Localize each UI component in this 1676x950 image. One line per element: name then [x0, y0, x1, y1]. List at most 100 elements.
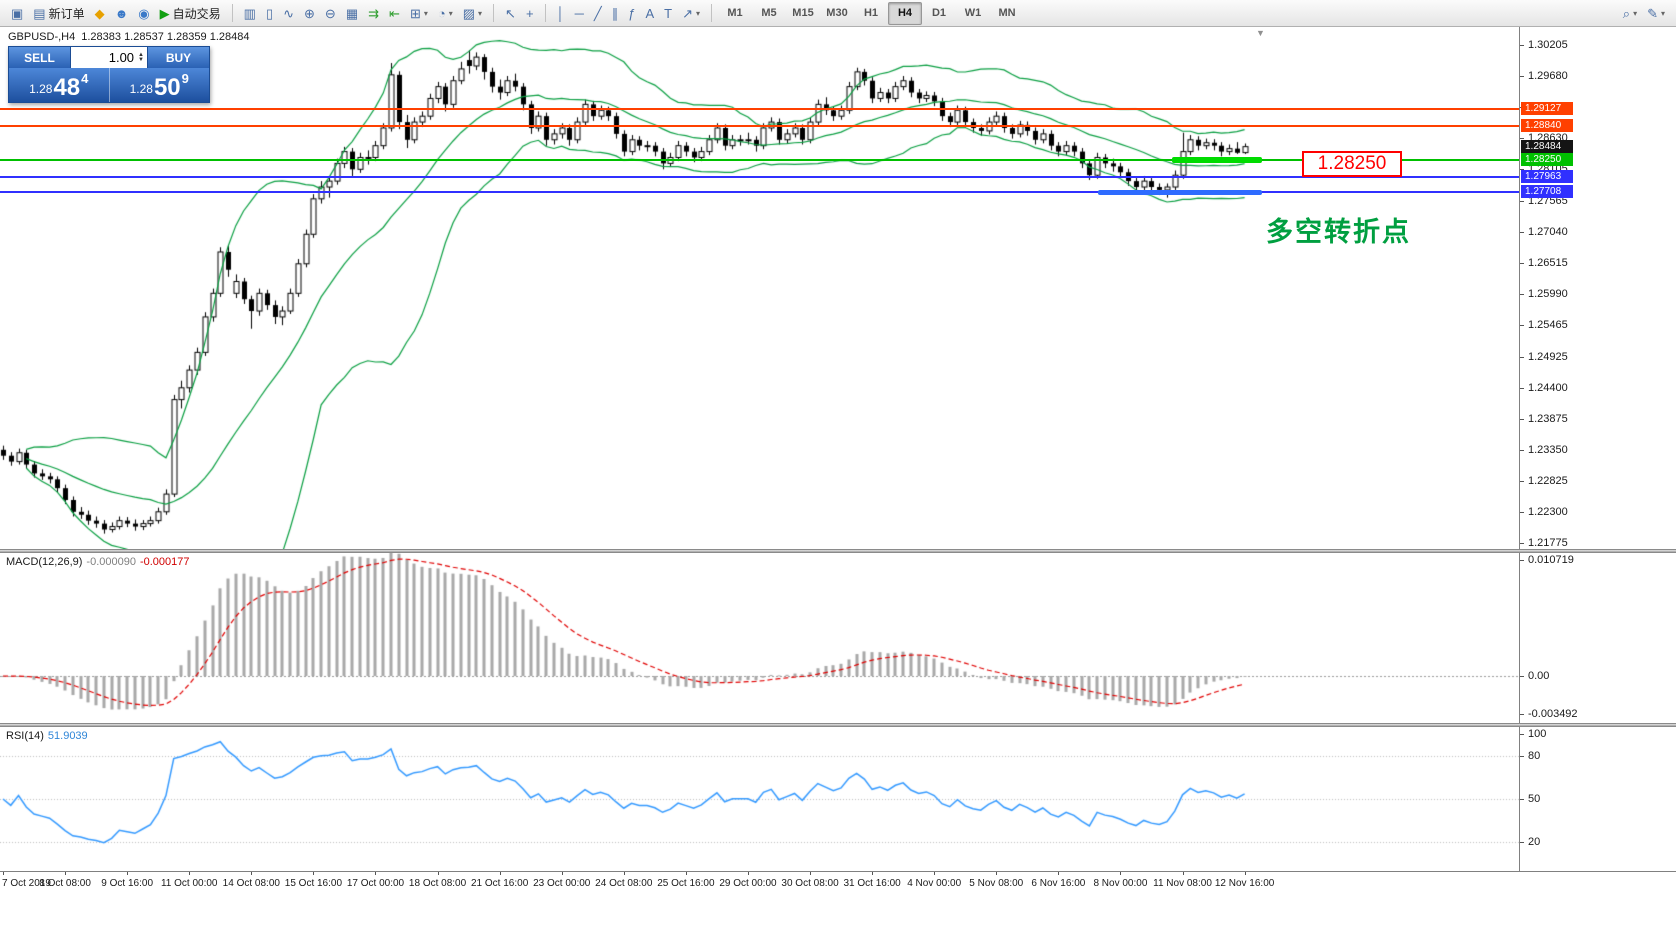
- periods-icon: ◔: [437, 5, 446, 21]
- price-level-tag[interactable]: 1.28250: [1521, 153, 1573, 167]
- zoom-in-button[interactable]: ⊕: [299, 2, 320, 25]
- trendline-button[interactable]: ╱: [589, 2, 607, 25]
- macd-value: -0.000090: [86, 556, 136, 568]
- price-level-tag[interactable]: 1.28484: [1521, 139, 1573, 153]
- time-axis-label: 31 Oct 16:00: [843, 878, 901, 889]
- new-order-icon: ▤: [33, 5, 46, 21]
- rsi-panel-canvas[interactable]: [0, 727, 1519, 871]
- new-order-button[interactable]: ▤ 新订单: [28, 2, 89, 25]
- price-tick-label: 1.23350: [1528, 443, 1568, 456]
- panel-splitter[interactable]: [0, 723, 1676, 727]
- fibonacci-icon: ƒ: [628, 5, 636, 21]
- support-highlight-blue[interactable]: [1098, 190, 1262, 195]
- timeframe-m15-button[interactable]: M15: [792, 7, 814, 19]
- axis-tickmark: [1520, 755, 1524, 757]
- timeframe-d1-button[interactable]: D1: [931, 7, 947, 19]
- bar-chart-icon: ▥: [243, 5, 256, 21]
- text-button[interactable]: A: [640, 2, 659, 25]
- price-tick-label: 100: [1528, 728, 1547, 740]
- horizontal-level-line[interactable]: [0, 107, 1519, 110]
- axis-tickmark: [1520, 45, 1524, 46]
- support-button[interactable]: ◉: [133, 2, 154, 25]
- vertical-line-button[interactable]: │: [552, 2, 570, 25]
- line-chart-button[interactable]: ∿: [278, 2, 299, 25]
- price-level-tag[interactable]: 1.27708: [1521, 185, 1573, 199]
- horizontal-level-line[interactable]: [0, 159, 1519, 162]
- label-button[interactable]: T: [659, 2, 677, 25]
- horizontal-level-line[interactable]: [0, 176, 1519, 179]
- new-chart-button[interactable]: ▣: [6, 2, 28, 25]
- timeframe-h1-button[interactable]: H1: [863, 7, 879, 19]
- timeframe-w1-button[interactable]: W1: [964, 7, 982, 19]
- time-axis-label: 14 Oct 08:00: [222, 878, 280, 889]
- rsi-name: RSI(14): [6, 730, 44, 742]
- chart-shift-marker-icon[interactable]: ▼: [1256, 28, 1265, 38]
- sell-price[interactable]: 1.28 48 4: [9, 68, 109, 102]
- macd-name: MACD(12,26,9): [6, 556, 83, 568]
- turning-point-annotation[interactable]: 多空转折点: [1266, 217, 1411, 247]
- sell-button[interactable]: SELL: [9, 47, 70, 68]
- auto-trading-icon: ▶: [159, 5, 170, 21]
- new-order-button-label: 新订单: [48, 6, 85, 21]
- price-level-tag[interactable]: 1.28840: [1521, 118, 1573, 132]
- fibonacci-button[interactable]: ƒ: [623, 2, 640, 25]
- volume-input[interactable]: 1.00 ▲ ▼: [70, 47, 148, 68]
- spinner-up-icon[interactable]: ▲: [138, 51, 144, 58]
- periods-button[interactable]: ◔ ▾: [433, 2, 458, 25]
- time-axis-tickmark: [313, 872, 315, 875]
- auto-trading-button[interactable]: ▶ 自动交易: [155, 2, 226, 25]
- time-axis-tickmark: [3, 872, 4, 875]
- community-button[interactable]: ☻: [110, 2, 134, 25]
- mql5-button[interactable]: ◆: [90, 2, 110, 25]
- chevron-down-icon: ▾: [1633, 8, 1638, 18]
- price-annotation-box[interactable]: 1.28250: [1302, 151, 1402, 177]
- buy-price[interactable]: 1.28 50 9: [108, 68, 209, 102]
- price-tick-label: 1.23875: [1528, 412, 1568, 425]
- chevron-down-icon: ▾: [448, 8, 453, 18]
- chevron-down-icon: ▾: [695, 8, 700, 18]
- channel-button[interactable]: ∥: [607, 2, 624, 25]
- price-axis[interactable]: 1.302051.296801.291551.286301.281051.275…: [1519, 27, 1676, 895]
- price-level-tag[interactable]: 1.29127: [1521, 101, 1573, 115]
- price-level-tag[interactable]: 1.27963: [1521, 170, 1573, 184]
- chart-shift-icon: ⇤: [389, 5, 400, 21]
- support-highlight-green[interactable]: [1172, 157, 1262, 163]
- candlestick-chart-button[interactable]: ▯: [261, 2, 278, 25]
- time-axis-tickmark: [65, 872, 67, 875]
- search-button[interactable]: ⌕ ▾: [1618, 2, 1642, 25]
- time-axis-label: 5 Nov 08:00: [969, 878, 1024, 889]
- sell-price-pip: 4: [81, 71, 89, 86]
- sell-price-big: 48: [53, 74, 81, 101]
- timeframe-m1-button[interactable]: M1: [727, 7, 743, 19]
- zoom-out-button[interactable]: ⊖: [320, 2, 341, 25]
- cursor-button[interactable]: ↖: [500, 2, 521, 25]
- horizontal-level-line[interactable]: [0, 191, 1519, 194]
- horizontal-level-line[interactable]: [0, 124, 1519, 127]
- timeframe-mn-button[interactable]: MN: [998, 7, 1016, 19]
- arrows-icon: ↗: [682, 5, 693, 21]
- timeframe-h4-button[interactable]: H4: [888, 1, 922, 25]
- chart-shift-button[interactable]: ⇤: [384, 2, 405, 25]
- crosshair-button[interactable]: +: [521, 2, 539, 25]
- macd-panel-canvas[interactable]: [0, 553, 1519, 723]
- timeframe-m30-button[interactable]: M30: [826, 7, 848, 19]
- panel-splitter[interactable]: [0, 549, 1676, 553]
- quick-edit-button[interactable]: ✎ ▾: [1642, 2, 1670, 25]
- time-axis-label: 21 Oct 16:00: [470, 878, 529, 889]
- volume-spinner[interactable]: ▲ ▼: [138, 51, 144, 63]
- time-axis[interactable]: 7 Oct 2019 8 Oct 08:00 9 Oct 16:00 11 Oct 0…: [0, 871, 1676, 895]
- auto-scroll-button[interactable]: ⇉: [363, 2, 384, 25]
- tile-windows-button[interactable]: ▦: [341, 2, 363, 25]
- timeframe-m5-button[interactable]: M5: [761, 7, 777, 19]
- main-chart-canvas[interactable]: [0, 27, 1519, 549]
- templates-button[interactable]: ▨ ▾: [458, 2, 487, 25]
- buy-button[interactable]: BUY: [148, 47, 209, 68]
- arrows-button[interactable]: ↗ ▾: [677, 2, 705, 25]
- time-axis-label: 15 Oct 16:00: [284, 878, 343, 889]
- toolbar-group: ↖ +: [498, 0, 541, 26]
- spinner-down-icon[interactable]: ▼: [138, 56, 144, 63]
- indicators-button[interactable]: ⊞ ▾: [405, 2, 433, 25]
- bar-chart-button[interactable]: ▥: [239, 2, 261, 25]
- axis-tickmark: [1520, 449, 1524, 451]
- horizontal-line-button[interactable]: ─: [570, 2, 589, 25]
